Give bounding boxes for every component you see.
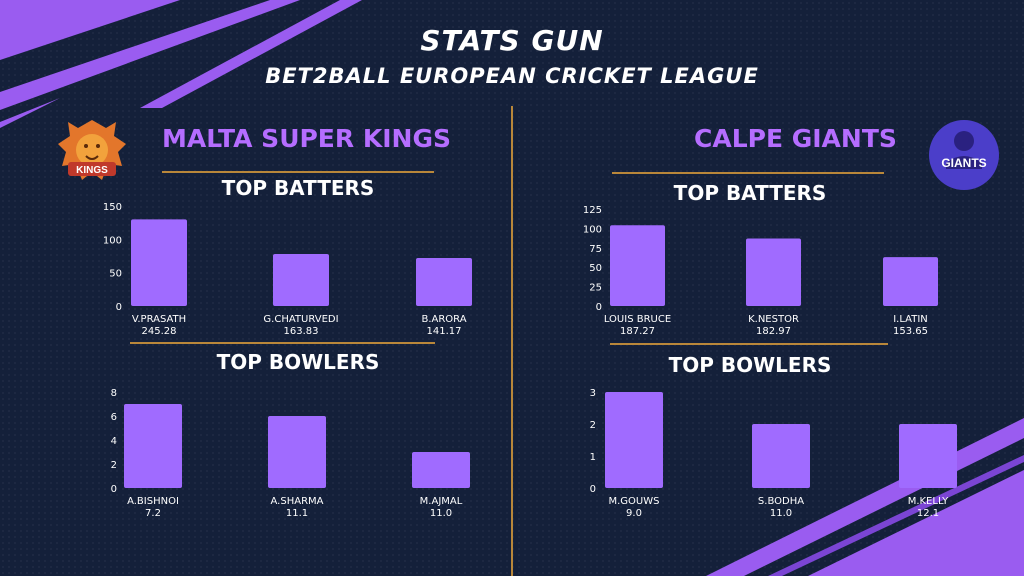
- team-underline-left: [162, 171, 434, 173]
- stripe-bottom-right-3: [768, 455, 1024, 576]
- stripe-top-left-1: [0, 0, 180, 60]
- bar-value-label: 11.0: [430, 508, 452, 519]
- bar-value-label: 141.17: [427, 326, 462, 337]
- logo-text-right: GIANTS: [941, 156, 986, 170]
- y-tick-label: 0: [590, 484, 596, 495]
- team-logo-left: KINGS: [54, 118, 130, 184]
- y-tick-label: 8: [111, 388, 117, 399]
- team-underline-right: [612, 172, 884, 174]
- stripe-top-left-4: [0, 98, 60, 128]
- bar-category-label: B.ARORA: [421, 314, 466, 325]
- bar: [610, 225, 665, 306]
- bar-value-label: 153.65: [893, 326, 928, 337]
- bar-value-label: 11.0: [770, 508, 792, 519]
- giant-icon: GIANTS: [929, 120, 999, 190]
- logo-text-left: KINGS: [76, 165, 108, 176]
- y-tick-label: 6: [111, 412, 117, 423]
- y-tick-label: 3: [590, 388, 596, 399]
- y-tick-label: 2: [111, 460, 117, 471]
- bar: [746, 238, 801, 306]
- bar-category-label: I.LATIN: [893, 314, 928, 325]
- team-name-left: MALTA SUPER KINGS: [162, 124, 451, 153]
- bar-category-label: K.NESTOR: [748, 314, 799, 325]
- page-title: STATS GUN: [420, 24, 604, 57]
- right-bowlers-title: TOP BOWLERS: [668, 353, 832, 377]
- team-name-right: CALPE GIANTS: [694, 124, 897, 153]
- bar: [131, 219, 187, 306]
- bar-value-label: 9.0: [626, 508, 642, 519]
- bar: [412, 452, 470, 488]
- stripe-top-left-3: [140, 0, 362, 108]
- bar: [273, 254, 329, 306]
- bar: [899, 424, 957, 488]
- y-tick-label: 150: [103, 202, 122, 213]
- section-line-right: [610, 343, 888, 345]
- y-tick-label: 50: [589, 263, 602, 274]
- bar-category-label: V.PRASATH: [132, 314, 186, 325]
- bar-value-label: 182.97: [756, 326, 791, 337]
- bar-category-label: G.CHATURVEDI: [263, 314, 338, 325]
- center-divider: [511, 106, 513, 576]
- page-subtitle: BET2BALL EUROPEAN CRICKET LEAGUE: [265, 64, 759, 88]
- y-tick-label: 100: [583, 224, 602, 235]
- bar-value-label: 245.28: [142, 326, 177, 337]
- y-tick-label: 125: [583, 205, 602, 216]
- y-tick-label: 0: [596, 302, 602, 313]
- bar: [883, 257, 938, 306]
- bar-category-label: A.BISHNOI: [127, 496, 179, 507]
- section-line-left: [130, 342, 435, 344]
- right-batters-title: TOP BATTERS: [673, 181, 827, 205]
- y-tick-label: 1: [590, 452, 596, 463]
- bar-value-label: 12.1: [917, 508, 939, 519]
- bar-category-label: LOUIS BRUCE: [604, 314, 671, 325]
- bar-value-label: 163.83: [284, 326, 319, 337]
- y-tick-label: 4: [111, 436, 117, 447]
- bar-category-label: M.KELLY: [908, 496, 949, 507]
- y-tick-label: 50: [109, 269, 122, 280]
- left-bowlers-title: TOP BOWLERS: [216, 350, 380, 374]
- lion-icon: KINGS: [58, 120, 126, 180]
- y-tick-label: 75: [589, 244, 602, 255]
- bar-category-label: S.BODHA: [758, 496, 804, 507]
- stripe-bottom-right-2: [808, 470, 1024, 576]
- team-logo-right: GIANTS: [928, 119, 1000, 191]
- bar-category-label: M.AJMAL: [420, 496, 463, 507]
- bar-category-label: M.GOUWS: [609, 496, 660, 507]
- y-tick-label: 0: [111, 484, 117, 495]
- y-tick-label: 25: [589, 283, 602, 294]
- bar: [752, 424, 810, 488]
- bar-category-label: A.SHARMA: [271, 496, 324, 507]
- bar: [124, 404, 182, 488]
- left-batters-title: TOP BATTERS: [221, 176, 375, 200]
- bar-value-label: 11.1: [286, 508, 308, 519]
- y-tick-label: 100: [103, 235, 122, 246]
- bar: [605, 392, 663, 488]
- bar: [416, 258, 472, 306]
- bar: [268, 416, 326, 488]
- y-tick-label: 2: [590, 420, 596, 431]
- bar-value-label: 7.2: [145, 508, 161, 519]
- stripe-top-left-2: [0, 0, 300, 110]
- y-tick-label: 0: [116, 302, 122, 313]
- bar-value-label: 187.27: [620, 326, 655, 337]
